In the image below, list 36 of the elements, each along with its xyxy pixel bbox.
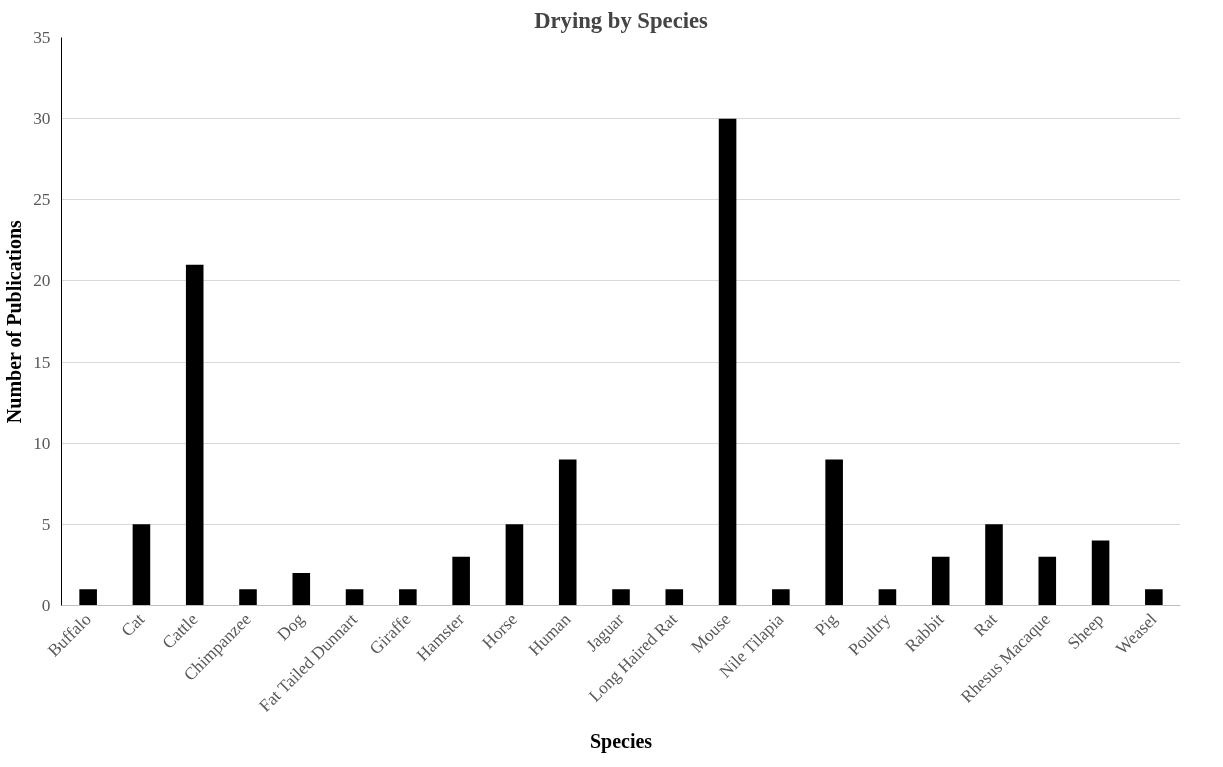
bar bbox=[931, 556, 950, 606]
bar bbox=[825, 459, 843, 606]
bar bbox=[239, 589, 257, 606]
y-axis-title: Number of Publications bbox=[3, 219, 26, 424]
bar bbox=[185, 264, 204, 606]
bar bbox=[718, 118, 737, 606]
y-tick-label: 0 bbox=[41, 596, 51, 615]
y-tick-label: 20 bbox=[33, 271, 51, 291]
bar bbox=[878, 589, 897, 606]
bar bbox=[985, 524, 1003, 606]
bar bbox=[399, 589, 417, 606]
x-tick-label: Pig bbox=[811, 609, 842, 640]
bar bbox=[612, 589, 630, 606]
x-axis-title: Species bbox=[589, 730, 653, 754]
bar bbox=[79, 589, 97, 606]
x-tick-label: Rat bbox=[970, 609, 1001, 641]
y-tick-label: 35 bbox=[33, 28, 51, 47]
bar bbox=[452, 556, 470, 606]
x-tick-label: Cat bbox=[117, 609, 149, 641]
bar bbox=[772, 589, 790, 606]
x-tick-label: Dog bbox=[273, 609, 309, 645]
y-tick-label: 5 bbox=[41, 514, 51, 534]
bar bbox=[1091, 540, 1110, 606]
y-tick-label: 30 bbox=[33, 109, 51, 129]
bar bbox=[558, 459, 577, 606]
bar bbox=[292, 573, 311, 606]
chart-title: Drying by Species bbox=[534, 7, 709, 33]
bar bbox=[1145, 589, 1163, 606]
bar bbox=[132, 524, 151, 606]
bar bbox=[1038, 556, 1057, 606]
bar bbox=[505, 524, 524, 606]
y-tick-label: 25 bbox=[33, 190, 51, 210]
bar bbox=[665, 589, 684, 606]
y-tick-label: 10 bbox=[33, 433, 51, 453]
y-tick-label: 15 bbox=[33, 352, 51, 372]
bar bbox=[345, 589, 364, 606]
